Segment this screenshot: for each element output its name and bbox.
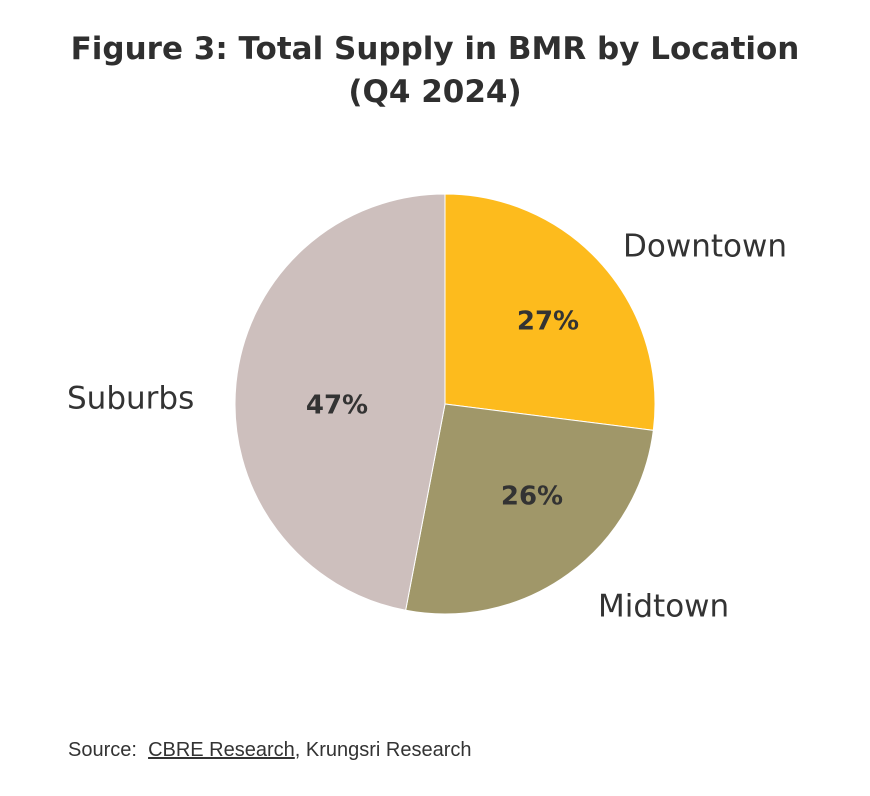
- source-prefix: Source:: [68, 739, 137, 761]
- chart-title: Figure 3: Total Supply in BMR by Locatio…: [0, 28, 870, 114]
- pie-slice-downtown: [444, 193, 656, 431]
- data-label-midtown: 26%: [501, 482, 563, 512]
- category-label-suburbs: Suburbs: [67, 381, 194, 417]
- category-label-midtown: Midtown: [598, 589, 729, 625]
- pie-slice-midtown: [405, 403, 654, 615]
- source-suffix: , Krungsri Research: [294, 739, 472, 761]
- chart-title-line-2: (Q4 2024): [348, 74, 522, 110]
- data-label-suburbs: 47%: [306, 391, 368, 421]
- category-label-downtown: Downtown: [623, 229, 787, 265]
- pie-slice-suburbs: [234, 193, 446, 611]
- source-note: Source: CBRE Research, Krungsri Research: [68, 739, 472, 762]
- data-label-downtown: 27%: [517, 307, 579, 337]
- chart-title-line-1: Figure 3: Total Supply in BMR by Locatio…: [70, 31, 800, 67]
- source-link-cbre-research[interactable]: CBRE Research: [148, 739, 295, 761]
